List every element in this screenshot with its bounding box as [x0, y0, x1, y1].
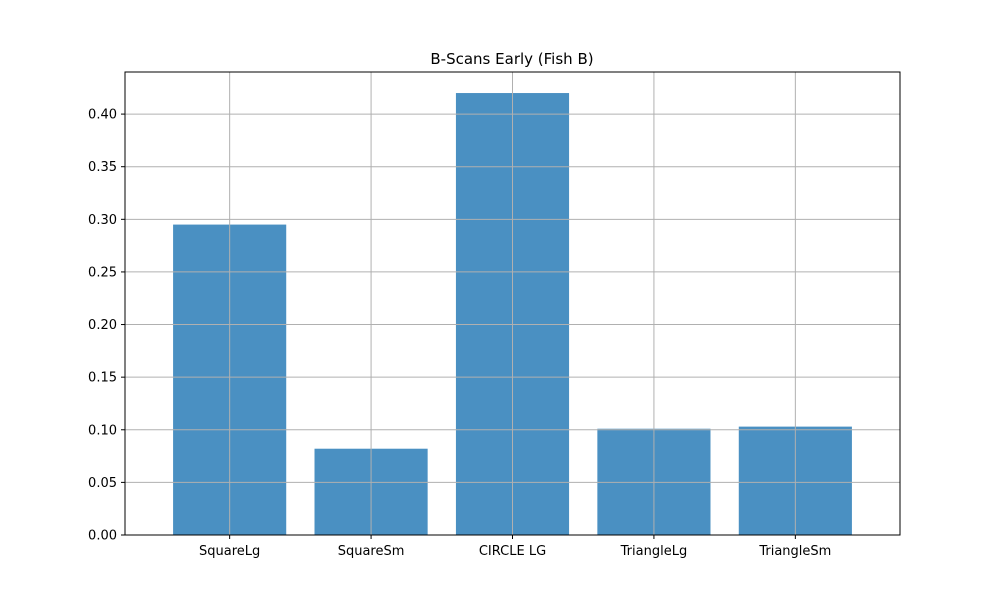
y-tick-label: 0.10 [88, 423, 117, 438]
y-tick-label: 0.30 [88, 213, 117, 228]
bars [125, 72, 900, 536]
y-tick-label: 0.25 [88, 265, 117, 280]
y-axis-ticks: 0.00 0.05 0.10 0.15 0.20 0.25 0.30 0.35 0.40 [88, 108, 125, 544]
x-tick-label: SquareLg [199, 544, 260, 559]
y-tick-label: 0.20 [88, 318, 117, 333]
y-tick-label: 0.15 [88, 371, 117, 386]
y-tick-label: 0.35 [88, 160, 117, 175]
x-tick-label: CIRCLE LG [479, 544, 546, 559]
y-tick-label: 0.05 [88, 476, 117, 491]
x-tick-label: TriangleSm [758, 544, 831, 559]
x-axis-ticks: SquareLg SquareSm CIRCLE LG TriangleLg Trian… [199, 535, 831, 559]
y-tick-label: 0.40 [88, 108, 117, 123]
x-tick-label: TriangleLg [620, 544, 688, 559]
chart-title: B-Scans Early (Fish B) [430, 50, 593, 68]
x-tick-label: SquareSm [338, 544, 405, 559]
y-tick-label: 0.00 [88, 529, 117, 544]
